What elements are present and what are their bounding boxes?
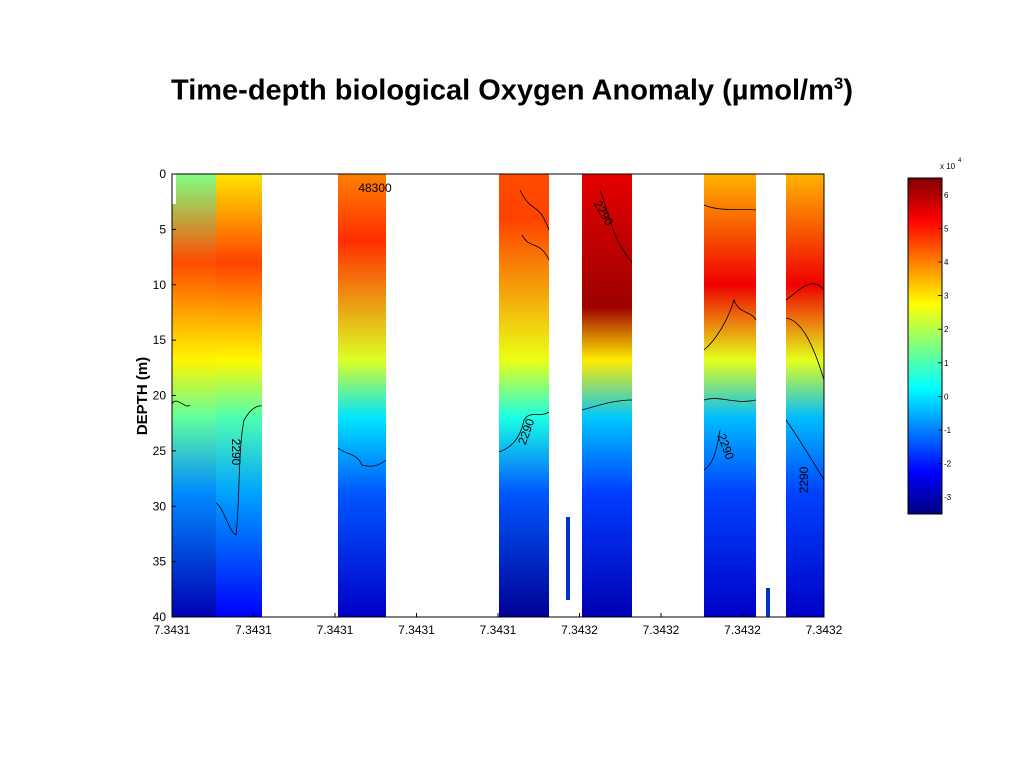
colorbar-scale-label: x 10 (940, 162, 956, 171)
title-superscript: 3 (833, 74, 844, 93)
column-fill (704, 174, 756, 617)
data-column-2 (216, 174, 262, 617)
colorbar-tick-label: 6 (944, 191, 949, 200)
missing-data-gap (549, 174, 566, 600)
column-fill (216, 174, 262, 617)
x-tick-label: 7.3432 (724, 623, 761, 637)
contour-line (581, 189, 633, 411)
colorbar-tick-label: -2 (944, 460, 952, 469)
colorbar-tick-label: -3 (944, 493, 952, 502)
title-main: Time-depth biological Oxygen Anomaly (µm… (171, 74, 834, 107)
column-fill (338, 174, 386, 617)
contour-label: 2290 (229, 439, 243, 466)
y-tick-label: 5 (159, 222, 166, 236)
isolated-sample (766, 588, 770, 617)
column-fill (172, 174, 216, 617)
x-tick-label: 7.3432 (561, 623, 598, 637)
x-tick-label: 7.3431 (398, 623, 435, 637)
contour-line (785, 283, 825, 481)
title-close: ) (843, 74, 853, 107)
y-tick-label: 25 (153, 444, 167, 458)
column-fill (786, 174, 824, 617)
colorbar-ticks: -3 -2 -1 0 1 2 3 4 5 6 (938, 191, 952, 502)
y-tick-label: 35 (153, 555, 167, 569)
contour-line (171, 400, 263, 536)
y-tick-label: 40 (153, 610, 167, 624)
data-column-6 (704, 174, 756, 617)
y-axis: 0 5 10 15 20 25 30 35 40 (153, 167, 176, 624)
y-tick-label: 0 (159, 167, 166, 181)
y-tick-label: 30 (153, 499, 167, 513)
x-tick-label: 7.3431 (317, 623, 354, 637)
x-tick-label: 7.3432 (643, 623, 680, 637)
isolated-sample (566, 517, 570, 600)
missing-data-gap (756, 174, 786, 617)
colorbar-tick-label: 4 (944, 258, 949, 267)
data-column-4 (499, 174, 549, 617)
y-tick-label: 20 (153, 389, 167, 403)
x-axis: 7.3431 7.3431 7.3431 7.3431 7.3431 7.3432 7.34… (154, 613, 843, 637)
x-tick-label: 7.3431 (480, 623, 517, 637)
missing-data-gap (172, 174, 176, 204)
x-tick-label: 7.3431 (235, 623, 272, 637)
contour-label: 2290 (797, 466, 811, 493)
data-column-5 (582, 174, 632, 617)
x-tick-label: 7.3431 (154, 623, 191, 637)
colorbar (907, 177, 943, 515)
colorbar-tick-label: 0 (944, 392, 949, 401)
colorbar-tick-label: 1 (944, 359, 949, 368)
heatmap-columns (172, 174, 824, 617)
column-fill (499, 174, 549, 617)
y-tick-label: 15 (153, 333, 167, 347)
colorbar-tick-label: 2 (944, 325, 949, 334)
y-tick-label: 10 (153, 278, 167, 292)
colorbar-tick-label: 3 (944, 292, 949, 301)
colorbar-tick-label: 5 (944, 224, 949, 233)
x-tick-label: 7.3432 (806, 623, 843, 637)
colorbar-tick-label: -1 (944, 426, 952, 435)
column-fill (582, 174, 632, 617)
slide-title: Time-depth biological Oxygen Anomaly (µm… (0, 74, 1024, 108)
contour-line (498, 189, 550, 453)
data-column-3 (338, 174, 386, 617)
contour-label: 48300 (358, 181, 392, 195)
data-column-7 (786, 174, 824, 617)
contour-line (337, 447, 387, 467)
data-column-1 (172, 174, 216, 617)
contour-line (703, 204, 757, 471)
y-axis-label: DEPTH (m) (134, 357, 151, 435)
colorbar-scale-exponent: 4 (958, 158, 962, 164)
